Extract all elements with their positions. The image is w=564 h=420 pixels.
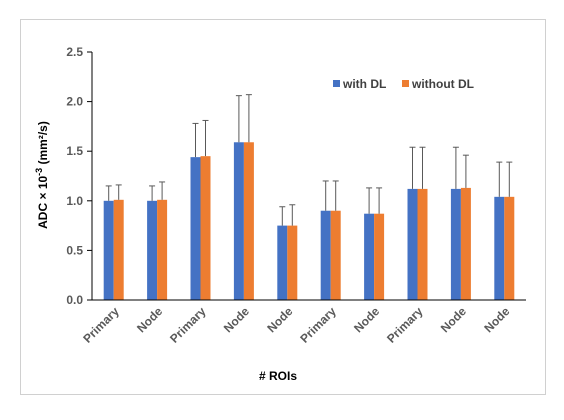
y-axis-title-unit: (mm²/s)	[36, 121, 50, 168]
x-tick-label: Node	[134, 304, 165, 335]
x-tick-label: Node	[481, 304, 512, 335]
bar	[277, 225, 288, 300]
bar	[243, 142, 254, 300]
x-tick-label: Node	[264, 304, 295, 335]
bar	[364, 213, 375, 300]
bar	[287, 225, 298, 300]
bars	[103, 142, 515, 300]
bar	[330, 210, 341, 300]
bar	[200, 156, 211, 300]
y-tick-label: 1.0	[66, 194, 83, 208]
y-tick-label: 0.0	[66, 293, 83, 307]
bar	[113, 199, 124, 300]
legend: with DL without DL	[333, 77, 474, 91]
y-tick-label: 0.5	[66, 243, 83, 257]
chart-frame	[20, 19, 546, 395]
legend-swatch	[402, 80, 409, 87]
bar	[103, 200, 114, 300]
x-axis-ticks: Primary Node Primary Node Node Primary Node Pri…	[80, 304, 512, 346]
y-axis-title: ADC × 10-3 (mm²/s)	[34, 121, 50, 229]
y-axis-title-exponent: -3	[34, 168, 44, 176]
bar	[374, 213, 385, 300]
bar	[320, 210, 331, 300]
y-axis-ticks: 0.0 0.5 1.0 1.5 2.0 2.5	[66, 45, 92, 307]
y-tick-label: 2.0	[66, 95, 83, 109]
bar	[407, 188, 418, 300]
bar	[494, 196, 505, 300]
x-tick-label: Node	[221, 304, 252, 335]
x-tick-label: Primary	[80, 304, 122, 346]
x-tick-label: Primary	[384, 304, 426, 346]
bar	[147, 200, 158, 300]
x-tick-label: Node	[438, 304, 469, 335]
legend-label: with DL	[342, 77, 386, 91]
x-tick-label: Primary	[167, 304, 209, 346]
bar	[417, 188, 428, 300]
bar	[190, 157, 201, 300]
x-tick-label: Primary	[297, 304, 339, 346]
legend-swatch	[333, 80, 340, 87]
y-tick-label: 2.5	[66, 45, 83, 59]
bar	[157, 199, 168, 300]
bar	[233, 142, 244, 300]
y-axis-title-main: ADC × 10	[36, 176, 50, 229]
y-tick-label: 1.5	[66, 144, 83, 158]
bar	[460, 187, 471, 300]
x-tick-label: Node	[351, 304, 382, 335]
bar	[450, 188, 461, 300]
x-axis-title: # ROIs	[259, 369, 297, 383]
bar	[504, 196, 515, 300]
error-bars	[105, 94, 513, 226]
legend-label: without DL	[411, 77, 474, 91]
